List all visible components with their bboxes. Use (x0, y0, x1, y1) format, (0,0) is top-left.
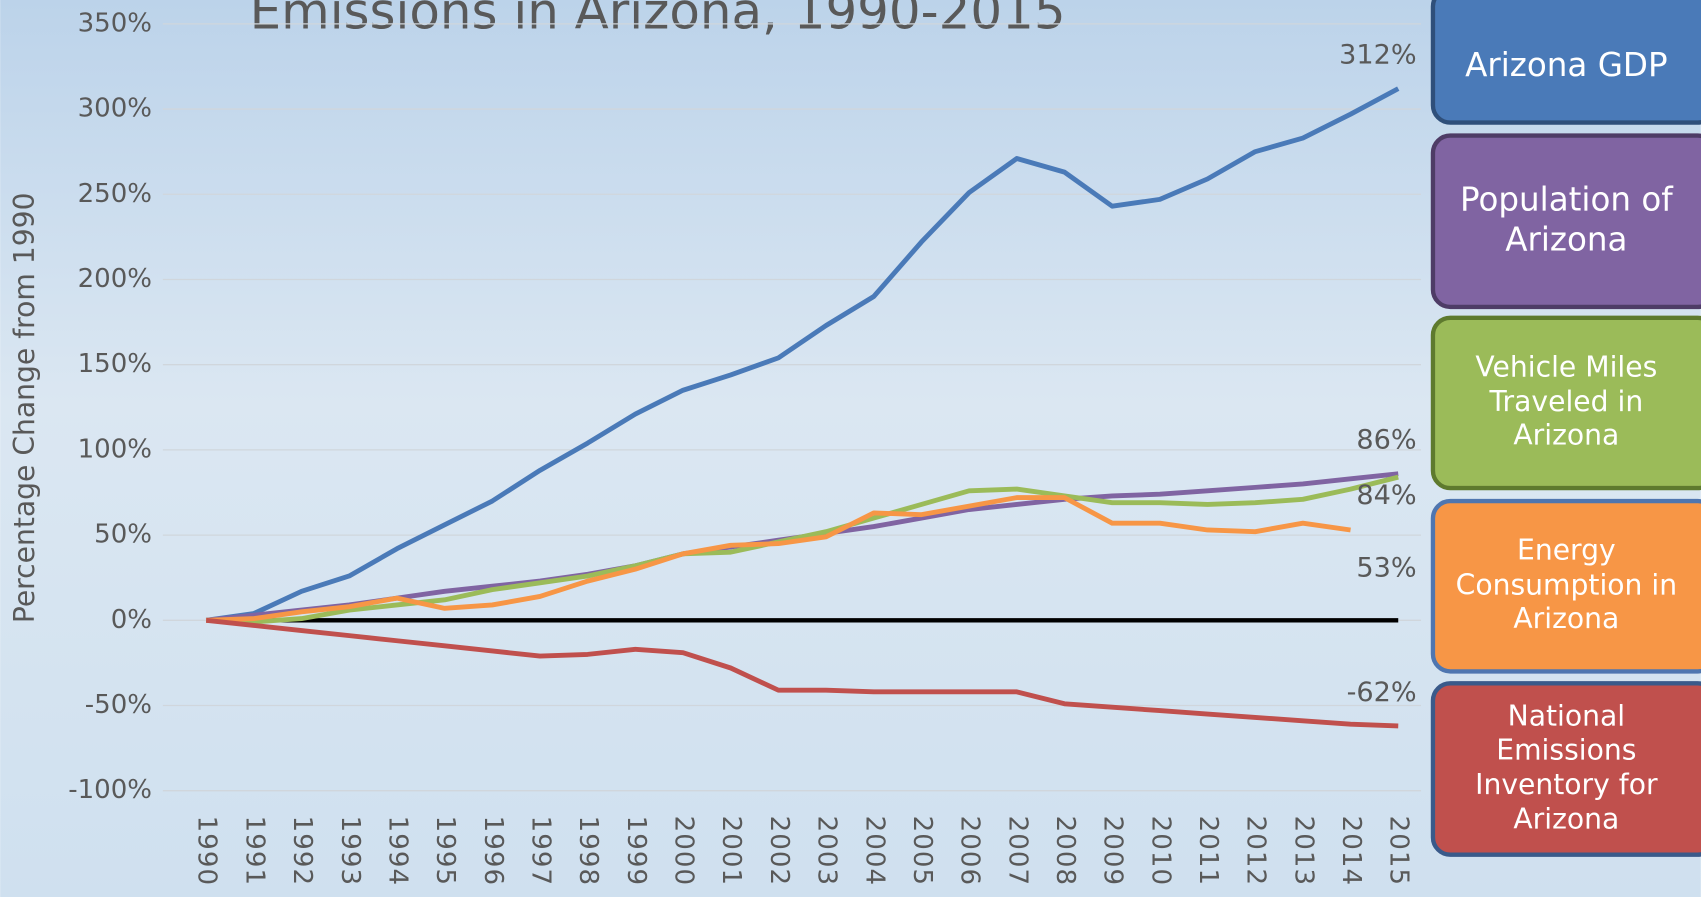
legend-label: Vehicle Miles Traveled in Arizona (1433, 318, 1701, 488)
y-axis-label: Percentage Change from 1990 (8, 192, 41, 623)
data-label: 53% (1356, 553, 1416, 584)
data-label: 84% (1356, 480, 1416, 511)
x-tick-label: 2009 (1098, 816, 1128, 887)
x-tick-label: 2001 (716, 816, 746, 887)
legend-label: Population of Arizona (1433, 136, 1701, 307)
legend-item: Vehicle Miles Traveled in Arizona (1433, 318, 1701, 488)
y-tick-label: -50% (85, 690, 152, 720)
y-tick-label: 250% (78, 179, 152, 209)
x-tick-label: 1995 (430, 816, 460, 887)
y-tick-label: 300% (78, 94, 152, 124)
x-tick-label: 1993 (335, 816, 365, 887)
data-label: -62% (1347, 677, 1417, 708)
y-tick-label: 200% (78, 264, 152, 294)
data-label: 312% (1339, 40, 1417, 71)
x-tick-label: 1997 (525, 816, 555, 887)
x-tick-label: 1999 (621, 816, 651, 887)
legend-label: Arizona GDP (1433, 0, 1701, 123)
x-tick-label: 1991 (239, 816, 269, 887)
x-tick-label: 1992 (287, 816, 317, 887)
x-tick-label: 2011 (1193, 816, 1223, 887)
x-tick-label: 2008 (1050, 816, 1080, 887)
y-tick-label: 100% (78, 434, 152, 464)
chart: Emissions in Arizona, 1990-2015 Percenta… (0, 0, 1701, 897)
y-tick-label: -100% (68, 775, 152, 805)
data-label: 86% (1356, 425, 1416, 456)
legend-item: Arizona GDP (1433, 0, 1701, 123)
x-tick-label: 2015 (1384, 816, 1414, 887)
legend-label: Energy Consumption in Arizona (1433, 501, 1701, 671)
x-tick-label: 2014 (1336, 816, 1366, 887)
x-tick-label: 2003 (812, 816, 842, 887)
legend-item: National Emissions Inventory for Arizona (1433, 683, 1701, 854)
x-tick-label: 2007 (1002, 816, 1032, 887)
y-tick-label: 50% (94, 520, 152, 550)
legend-item: Population of Arizona (1433, 136, 1701, 307)
legend-item: Energy Consumption in Arizona (1433, 501, 1701, 671)
x-tick-label: 1990 (192, 816, 222, 887)
x-tick-label: 1994 (382, 816, 412, 887)
y-tick-label: 150% (78, 349, 152, 379)
legend-label: National Emissions Inventory for Arizona (1433, 683, 1701, 854)
x-tick-label: 2012 (1241, 816, 1271, 887)
x-tick-label: 2010 (1145, 816, 1175, 887)
x-tick-label: 2000 (669, 816, 699, 887)
y-tick-label: 0% (111, 605, 152, 635)
x-tick-label: 2013 (1288, 816, 1318, 887)
x-tick-label: 1998 (573, 816, 603, 887)
y-tick-label: 350% (78, 8, 152, 38)
x-tick-label: 1996 (478, 816, 508, 887)
x-tick-label: 2002 (764, 816, 794, 887)
x-tick-label: 2004 (859, 816, 889, 887)
x-tick-label: 2005 (907, 816, 937, 887)
chart-title: Emissions in Arizona, 1990-2015 (250, 0, 1066, 41)
x-tick-label: 2006 (955, 816, 985, 887)
